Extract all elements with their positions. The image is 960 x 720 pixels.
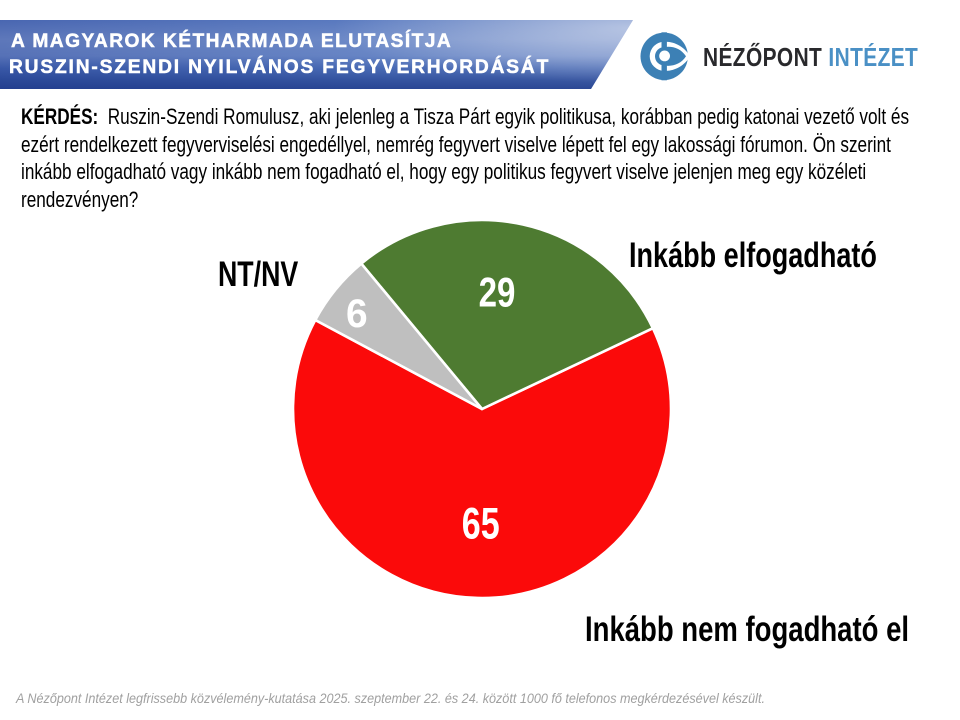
svg-text:29: 29	[479, 269, 516, 316]
svg-text:6: 6	[346, 292, 368, 337]
svg-text:65: 65	[462, 499, 500, 548]
